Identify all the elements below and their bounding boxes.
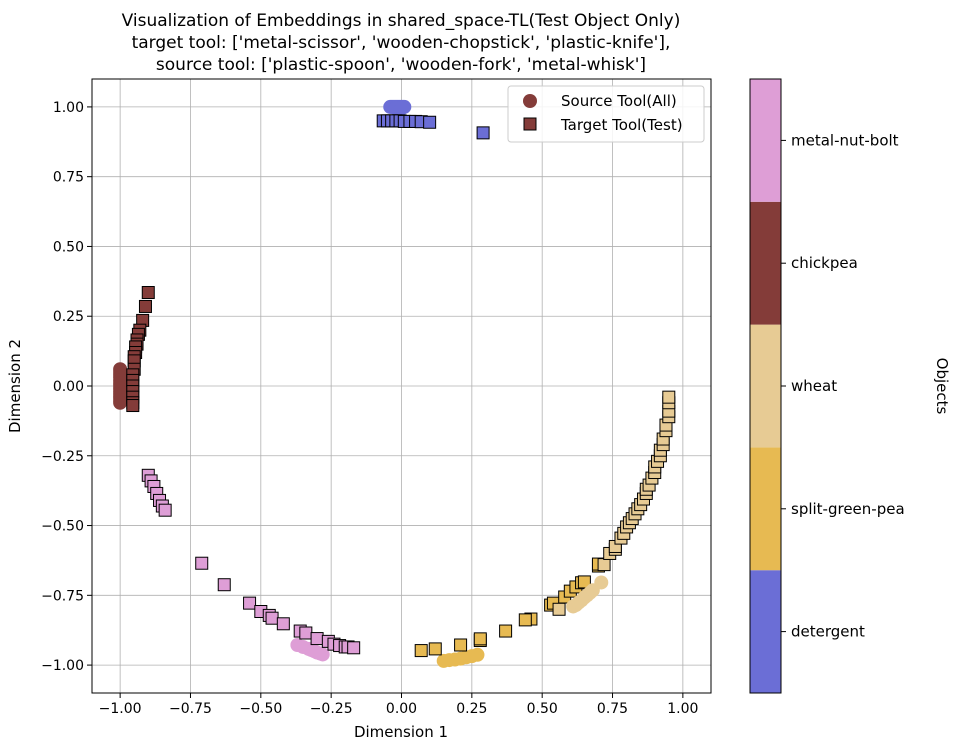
x-axis-label: Dimension 1 <box>354 723 448 741</box>
y-tick-label-4: 0.00 <box>53 379 84 395</box>
chart-title-line-3: source tool: ['plastic-spoon', 'wooden-f… <box>156 55 646 75</box>
target-point-wheat-30 <box>662 390 676 404</box>
chart-title: Visualization of Embeddings in shared_sp… <box>122 11 681 75</box>
target-point-split-green-pea-2 <box>454 638 468 652</box>
legend: Source Tool(All) Target Tool(Test) <box>507 85 705 143</box>
target-point-metal-nut-bolt-22 <box>347 641 361 655</box>
colorbar-segment-wheat <box>750 324 781 448</box>
colorbar-label-wheat: wheat <box>791 377 837 395</box>
x-axis-ticks: −1.00 −0.75 −0.50 −0.25 0.00 0.25 0.50 0.75 1.00 <box>99 693 698 717</box>
legend-marker-target <box>523 117 537 131</box>
target-point-wheat-0 <box>552 602 566 616</box>
colorbar-segment-chickpea <box>750 201 781 325</box>
source-point-metal-nut-bolt-7 <box>315 647 330 662</box>
colorbar-frame <box>749 78 782 694</box>
x-tick-label-8: 1.00 <box>667 701 698 717</box>
y-tick-label-6: 0.50 <box>53 239 84 255</box>
y-tick-label-7: 0.75 <box>53 170 84 186</box>
x-tick-label-0: −1.00 <box>99 701 142 717</box>
x-tick-label-6: 0.50 <box>527 701 558 717</box>
legend-label-source: Source Tool(All) <box>561 92 677 110</box>
target-point-chickpea-18 <box>126 399 140 413</box>
legend-label-target: Target Tool(Test) <box>560 116 683 134</box>
colorbar-label: Objects <box>933 358 951 415</box>
y-axis-ticks: −1.00 −0.75 −0.50 −0.25 0.00 0.25 0.50 0.75 1.00 <box>41 100 92 674</box>
target-point-metal-nut-bolt-7 <box>195 556 209 570</box>
y-tick-label-3: −0.25 <box>41 449 84 465</box>
colorbar-label-chickpea: chickpea <box>791 254 858 272</box>
x-tick-label-2: −0.50 <box>239 701 282 717</box>
target-point-metal-nut-bolt-15 <box>299 626 313 640</box>
y-tick-label-5: 0.25 <box>53 309 84 325</box>
colorbar-label-metal-nut-bolt: metal-nut-bolt <box>791 131 899 149</box>
source-point-wheat-8 <box>594 575 609 590</box>
target-point-split-green-pea-0 <box>414 644 428 658</box>
target-point-chickpea-1 <box>138 299 152 313</box>
colorbar-label-detergent: detergent <box>791 623 865 641</box>
y-tick-label-0: −1.00 <box>41 658 84 674</box>
target-point-metal-nut-bolt-9 <box>243 596 257 610</box>
source-point-detergent-12 <box>394 101 409 116</box>
x-tick-label-4: 0.00 <box>386 701 417 717</box>
target-point-chickpea-0 <box>141 286 155 300</box>
target-point-metal-nut-bolt-13 <box>276 617 290 631</box>
scatter-points <box>113 99 676 668</box>
target-point-split-green-pea-7 <box>518 613 532 627</box>
target-point-split-green-pea-14 <box>577 575 591 589</box>
y-tick-label-2: −0.50 <box>41 519 84 535</box>
colorbar: detergent split-green-pea wheat chickpea met… <box>749 78 905 694</box>
target-point-split-green-pea-4 <box>473 632 487 646</box>
source-point-chickpea-12 <box>113 395 128 410</box>
x-tick-label-1: −0.75 <box>169 701 212 717</box>
legend-marker-source <box>523 94 537 108</box>
source-point-split-green-pea-6 <box>470 647 485 662</box>
x-tick-label-5: 0.25 <box>456 701 487 717</box>
colorbar-segment-detergent <box>750 570 781 693</box>
target-point-metal-nut-bolt-6 <box>158 503 172 517</box>
target-point-metal-nut-bolt-8 <box>217 578 231 592</box>
chart-title-line-2: target tool: ['metal-scissor', 'wooden-c… <box>132 33 671 53</box>
target-point-metal-nut-bolt-12 <box>265 611 279 625</box>
target-point-detergent-10 <box>476 126 490 140</box>
target-point-split-green-pea-5 <box>499 624 513 638</box>
target-point-detergent-9 <box>423 115 437 129</box>
colorbar-segment-metal-nut-bolt <box>750 79 781 202</box>
legend-box <box>507 85 705 143</box>
colorbar-segment-split-green-pea <box>750 447 781 571</box>
target-point-metal-nut-bolt-16 <box>310 632 324 646</box>
target-point-wheat-1 <box>597 558 611 572</box>
grid-lines <box>92 79 711 693</box>
x-tick-label-3: −0.25 <box>310 701 353 717</box>
chart-title-line-1: Visualization of Embeddings in shared_sp… <box>122 11 681 31</box>
y-tick-label-1: −0.75 <box>41 588 84 604</box>
y-axis-label: Dimension 2 <box>6 339 24 433</box>
target-point-split-green-pea-1 <box>428 642 442 656</box>
colorbar-label-split-green-pea: split-green-pea <box>791 500 905 518</box>
y-tick-label-8: 1.00 <box>53 100 84 116</box>
x-tick-label-7: 0.75 <box>597 701 628 717</box>
